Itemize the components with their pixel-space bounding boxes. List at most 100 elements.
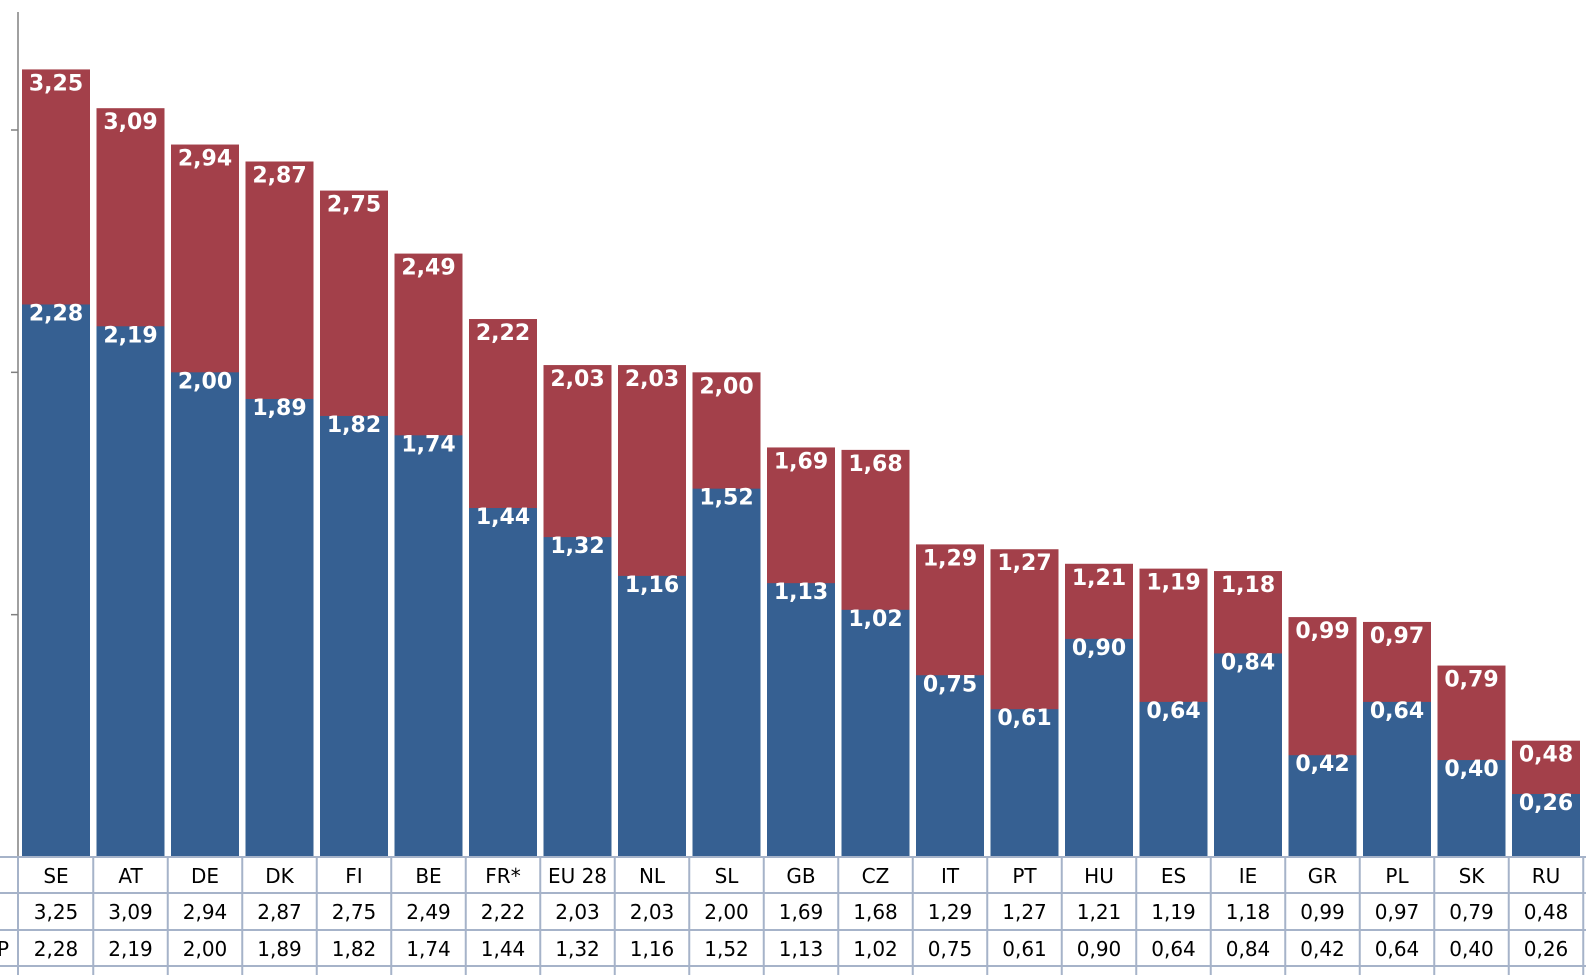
table-header-cell: AT bbox=[118, 864, 143, 888]
label-share-dk: 1,89 bbox=[252, 396, 306, 421]
y-axis bbox=[11, 12, 19, 858]
table-header-cell: DE bbox=[191, 864, 219, 888]
table-share-cell: 2,00 bbox=[183, 937, 228, 961]
table-row-label: P bbox=[0, 937, 9, 961]
label-total-fr: 2,22 bbox=[476, 321, 530, 346]
table-share-cell: 1,52 bbox=[704, 937, 749, 961]
data-labels: 3,25 2,28 3,09 2,19 2,94 2,00 2,87 1,89 2,75 1,82… bbox=[29, 71, 1573, 816]
label-total-it: 1,29 bbox=[923, 546, 977, 571]
label-total-sk: 0,79 bbox=[1444, 668, 1498, 693]
table-header-cell: SL bbox=[715, 864, 740, 888]
bar-share-dk bbox=[245, 398, 314, 857]
table-header-cell: HU bbox=[1084, 864, 1114, 888]
label-total-sl: 2,00 bbox=[699, 374, 753, 399]
table-share-cell: 1,74 bbox=[406, 937, 451, 961]
table-share-cell: 0,26 bbox=[1524, 937, 1569, 961]
table-share-cell: 1,13 bbox=[779, 937, 824, 961]
label-share-it: 0,75 bbox=[923, 672, 977, 697]
bar-share-ru bbox=[1512, 793, 1580, 857]
label-total-at: 3,09 bbox=[103, 110, 157, 135]
label-share-eu-28: 1,32 bbox=[550, 534, 604, 559]
table-total-cell: 2,22 bbox=[481, 900, 526, 924]
table-header-cell: ES bbox=[1161, 864, 1186, 888]
bar-share-gb bbox=[767, 583, 835, 857]
table-total-cell: 1,69 bbox=[779, 900, 824, 924]
label-share-se: 2,28 bbox=[29, 301, 83, 326]
label-total-es: 1,19 bbox=[1146, 571, 1200, 596]
label-total-nl: 2,03 bbox=[625, 367, 679, 392]
table-total-cell: 0,79 bbox=[1449, 900, 1494, 924]
bar-share-nl bbox=[618, 575, 686, 857]
bar-share-gr bbox=[1288, 755, 1357, 857]
table-share-cell: 1,44 bbox=[481, 937, 526, 961]
label-total-cz: 1,68 bbox=[848, 452, 902, 477]
table-header-cell: DK bbox=[265, 864, 294, 888]
label-total-gb: 1,69 bbox=[774, 449, 828, 474]
table-share-cell: 0,64 bbox=[1375, 937, 1420, 961]
table-total-cell: 0,97 bbox=[1375, 900, 1420, 924]
label-total-pl: 0,97 bbox=[1370, 624, 1424, 649]
table-share-cell: 0,75 bbox=[928, 937, 973, 961]
table-total-cell: 1,27 bbox=[1002, 900, 1047, 924]
table-total-cell: 0,99 bbox=[1300, 900, 1345, 924]
table-share-cell: 0,42 bbox=[1300, 937, 1345, 961]
table-total-cell: 1,68 bbox=[853, 900, 898, 924]
table-header-cell: IT bbox=[941, 864, 960, 888]
bar-share-ie bbox=[1214, 653, 1282, 857]
label-share-pl: 0,64 bbox=[1370, 699, 1424, 724]
table-total-cell: 1,21 bbox=[1077, 900, 1122, 924]
table-share-cell: 1,16 bbox=[630, 937, 675, 961]
table-share-cell: 0,84 bbox=[1226, 937, 1271, 961]
label-share-sk: 0,40 bbox=[1444, 757, 1498, 782]
table-total-cell: 3,25 bbox=[34, 900, 79, 924]
table-header-cell: GB bbox=[786, 864, 815, 888]
bar-share-fi bbox=[320, 415, 388, 857]
data-table: SE AT DE DK FI BE FR* EU 28 NL SL GB CZ IT PT HU ES IE GR… bbox=[0, 856, 1586, 975]
table-total-cell: 2,87 bbox=[257, 900, 302, 924]
bar-share-cz bbox=[841, 609, 910, 857]
label-total-fi: 2,75 bbox=[327, 193, 381, 218]
table-total-cell: 1,29 bbox=[928, 900, 973, 924]
table-header-cell: SE bbox=[43, 864, 68, 888]
table-header-cell: SK bbox=[1459, 864, 1486, 888]
table-header-cell: PT bbox=[1012, 864, 1037, 888]
table-share-cell: 0,40 bbox=[1449, 937, 1494, 961]
bar-share-it bbox=[916, 675, 984, 857]
label-total-eu-28: 2,03 bbox=[550, 367, 604, 392]
label-share-de: 2,00 bbox=[178, 369, 232, 394]
table-header-cell: GR bbox=[1308, 864, 1337, 888]
label-total-be: 2,49 bbox=[401, 256, 455, 281]
table-total-cell: 2,00 bbox=[704, 900, 749, 924]
table-header-cell: CZ bbox=[862, 864, 890, 888]
table-header-cell: EU 28 bbox=[548, 864, 607, 888]
bar-share-sl bbox=[692, 488, 761, 857]
label-share-hu: 0,90 bbox=[1072, 636, 1126, 661]
table-header-cell: FR* bbox=[485, 864, 520, 888]
bar-share-pt bbox=[990, 709, 1059, 857]
label-total-dk: 2,87 bbox=[252, 164, 306, 189]
table-total-cell: 2,03 bbox=[555, 900, 600, 924]
label-share-es: 0,64 bbox=[1146, 699, 1200, 724]
table-total-cell: 2,03 bbox=[630, 900, 675, 924]
label-share-fr: 1,44 bbox=[476, 505, 530, 530]
bars-share-series bbox=[22, 304, 1580, 858]
table-total-cell: 2,75 bbox=[332, 900, 377, 924]
label-total-de: 2,94 bbox=[178, 147, 232, 172]
table-share-cell: 0,64 bbox=[1151, 937, 1196, 961]
bar-share-eu-28 bbox=[543, 537, 612, 857]
table-share-cell: 1,82 bbox=[332, 937, 377, 961]
label-share-gb: 1,13 bbox=[774, 580, 828, 605]
bar-share-at bbox=[96, 326, 165, 857]
label-share-pt: 0,61 bbox=[997, 706, 1051, 731]
label-total-se: 3,25 bbox=[29, 71, 83, 96]
label-share-gr: 0,42 bbox=[1295, 752, 1349, 777]
table-total-cell: 1,18 bbox=[1226, 900, 1271, 924]
table-share-cell: 1,02 bbox=[853, 937, 898, 961]
table-header-cell: NL bbox=[639, 864, 666, 888]
bar-share-sk bbox=[1437, 760, 1506, 857]
label-share-cz: 1,02 bbox=[848, 607, 902, 632]
table-header-cell: PL bbox=[1385, 864, 1409, 888]
table-share-cell: 0,61 bbox=[1002, 937, 1047, 961]
label-total-hu: 1,21 bbox=[1072, 566, 1126, 591]
